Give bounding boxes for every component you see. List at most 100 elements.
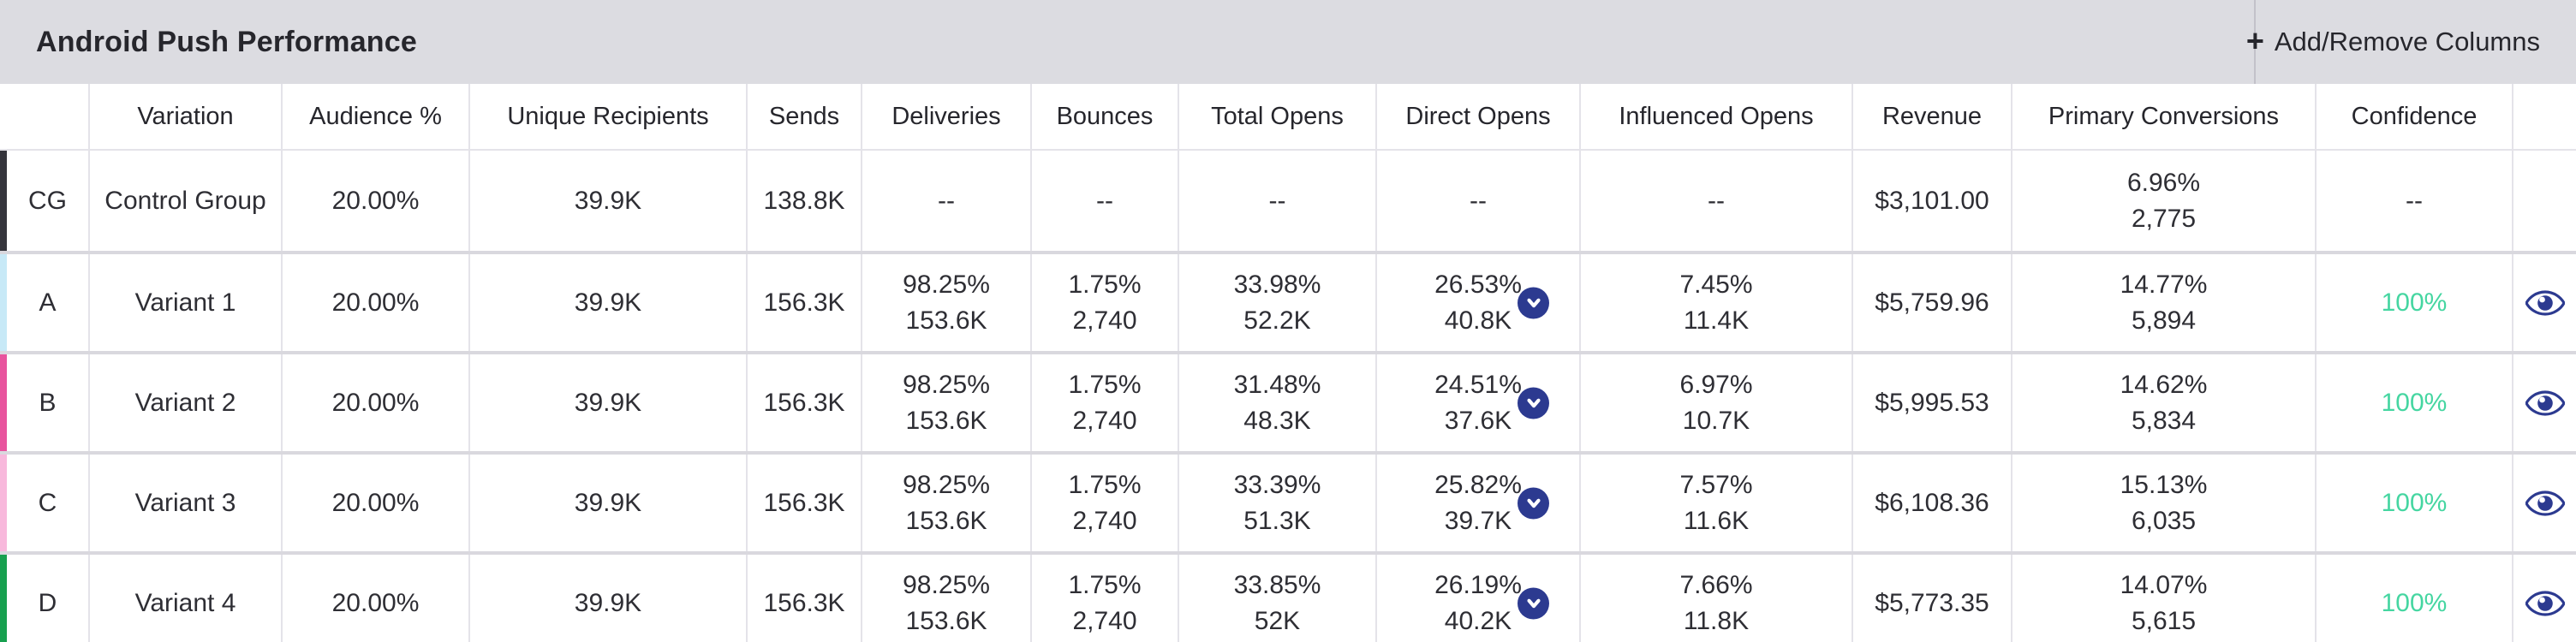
direct-opens-count: 40.2K: [1444, 606, 1512, 635]
influenced-opens-rate: 7.57%: [1679, 470, 1753, 499]
eye-icon: [2525, 289, 2565, 316]
column-header-primary-conversions: Primary Conversions: [2012, 84, 2317, 149]
confidence-cell: --: [2317, 151, 2513, 251]
total-opens-cell: 31.48% 48.3K: [1179, 354, 1377, 451]
variation-letter: D: [0, 555, 90, 642]
bounces-cell: 1.75% 2,740: [1032, 254, 1179, 351]
primary-conversions-count: 5,615: [2131, 606, 2197, 635]
bounces-cell: 1.75% 2,740: [1032, 354, 1179, 451]
column-header-total-opens: Total Opens: [1179, 84, 1377, 149]
bounces-cell: 1.75% 2,740: [1032, 455, 1179, 551]
direct-opens-count: 40.8K: [1444, 306, 1512, 335]
chevron-down-icon: [1526, 498, 1541, 508]
audience-cell: 20.00%: [283, 151, 470, 251]
eye-icon: [2525, 389, 2565, 416]
primary-conversions-rate: 14.07%: [2120, 570, 2208, 599]
actions-cell: [2513, 354, 2576, 451]
column-header-bounces: Bounces: [1032, 84, 1179, 149]
chevron-down-badge[interactable]: [1518, 287, 1549, 318]
primary-conversions-rate: 14.62%: [2120, 370, 2208, 399]
chevron-down-icon: [1526, 398, 1541, 408]
add-remove-columns-label: Add/Remove Columns: [2274, 27, 2540, 56]
actions-cell: [2513, 151, 2576, 251]
variation-cell: Variant 3: [90, 455, 283, 551]
primary-conversions-cell: 14.77% 5,894: [2012, 254, 2317, 351]
column-header-letter: [0, 84, 90, 149]
variation-cell: Variant 4: [90, 555, 283, 642]
add-remove-columns-button[interactable]: + Add/Remove Columns: [2246, 26, 2540, 57]
influenced-opens-cell: 7.45% 11.4K: [1581, 254, 1853, 351]
total-opens-cell: 33.39% 51.3K: [1179, 455, 1377, 551]
total-opens-count: 52.2K: [1243, 306, 1311, 335]
confidence-cell: 100%: [2317, 555, 2513, 642]
chevron-down-badge[interactable]: [1518, 487, 1549, 519]
revenue-cell: $3,101.00: [1853, 151, 2012, 251]
revenue-cell: $6,108.36: [1853, 455, 2012, 551]
page-title: Android Push Performance: [36, 25, 417, 58]
primary-conversions-cell: 6.96% 2,775: [2012, 151, 2317, 251]
confidence-cell: 100%: [2317, 254, 2513, 351]
deliveries-cell: 98.25% 153.6K: [862, 555, 1032, 642]
actions-cell: [2513, 254, 2576, 351]
sends-cell: 156.3K: [748, 455, 862, 551]
confidence-cell: 100%: [2317, 455, 2513, 551]
direct-opens-cell: 24.51% 37.6K: [1377, 354, 1581, 451]
total-opens-rate: 33.39%: [1233, 470, 1321, 499]
chevron-down-badge[interactable]: [1518, 387, 1549, 419]
bounces-rate: 1.75%: [1068, 370, 1142, 399]
variation-cell: Control Group: [90, 151, 283, 251]
total-opens-cell: 33.85% 52K: [1179, 555, 1377, 642]
variation-cell: Variant 1: [90, 254, 283, 351]
direct-opens-rate: 26.19%: [1434, 570, 1522, 599]
primary-conversions-rate: 14.77%: [2120, 270, 2208, 299]
column-header-deliveries: Deliveries: [862, 84, 1032, 149]
deliveries-rate: 98.25%: [903, 570, 990, 599]
table-row-variant-4: D Variant 4 20.00% 39.9K 156.3K 98.25% 1…: [0, 551, 2576, 642]
influenced-opens-rate: 7.66%: [1679, 570, 1753, 599]
chevron-down-icon: [1526, 598, 1541, 609]
column-header-confidence: Confidence: [2317, 84, 2513, 149]
total-opens-cell: --: [1179, 151, 1377, 251]
variation-color-strip: [0, 254, 7, 351]
column-header-variation: Variation: [90, 84, 283, 149]
unique-recipients-cell: 39.9K: [470, 354, 748, 451]
bounces-count: 2,740: [1072, 506, 1137, 535]
primary-conversions-count: 6,035: [2131, 506, 2197, 535]
primary-conversions-cell: 15.13% 6,035: [2012, 455, 2317, 551]
column-header-revenue: Revenue: [1853, 84, 2012, 149]
preview-eye-button[interactable]: [2525, 389, 2565, 417]
primary-conversions-rate: 6.96%: [2126, 168, 2201, 197]
variation-cell: Variant 2: [90, 354, 283, 451]
primary-conversions-count: 5,834: [2131, 406, 2197, 435]
bounces-cell: 1.75% 2,740: [1032, 555, 1179, 642]
preview-eye-button[interactable]: [2525, 490, 2565, 517]
eye-icon: [2525, 490, 2565, 516]
column-header-direct-opens: Direct Opens: [1377, 84, 1581, 149]
direct-opens-rate: 24.51%: [1434, 370, 1522, 399]
table-row-variant-2: B Variant 2 20.00% 39.9K 156.3K 98.25% 1…: [0, 351, 2576, 451]
total-opens-rate: 33.85%: [1233, 570, 1321, 599]
bounces-rate: 1.75%: [1068, 270, 1142, 299]
toolbar-divider: [2254, 0, 2256, 84]
chevron-down-badge[interactable]: [1518, 587, 1549, 619]
column-header-unique-recipients: Unique Recipients: [470, 84, 748, 149]
influenced-opens-count: 11.4K: [1683, 306, 1750, 335]
sends-cell: 156.3K: [748, 555, 862, 642]
primary-conversions-count: 2,775: [2131, 204, 2197, 233]
influenced-opens-rate: 6.97%: [1679, 370, 1753, 399]
table-row-variant-3: C Variant 3 20.00% 39.9K 156.3K 98.25% 1…: [0, 451, 2576, 551]
deliveries-count: 153.6K: [905, 406, 987, 435]
preview-eye-button[interactable]: [2525, 289, 2565, 317]
deliveries-count: 153.6K: [905, 506, 987, 535]
direct-opens-cell: 25.82% 39.7K: [1377, 455, 1581, 551]
revenue-cell: $5,995.53: [1853, 354, 2012, 451]
influenced-opens-count: 10.7K: [1682, 406, 1750, 435]
bounces-count: 2,740: [1072, 406, 1137, 435]
direct-opens-cell: 26.19% 40.2K: [1377, 555, 1581, 642]
influenced-opens-rate: 7.45%: [1679, 270, 1753, 299]
table-row-control-group: CG Control Group 20.00% 39.9K 138.8K -- …: [0, 151, 2576, 251]
variation-color-strip: [0, 555, 7, 642]
actions-cell: [2513, 455, 2576, 551]
influenced-opens-cell: --: [1581, 151, 1853, 251]
preview-eye-button[interactable]: [2525, 590, 2565, 617]
